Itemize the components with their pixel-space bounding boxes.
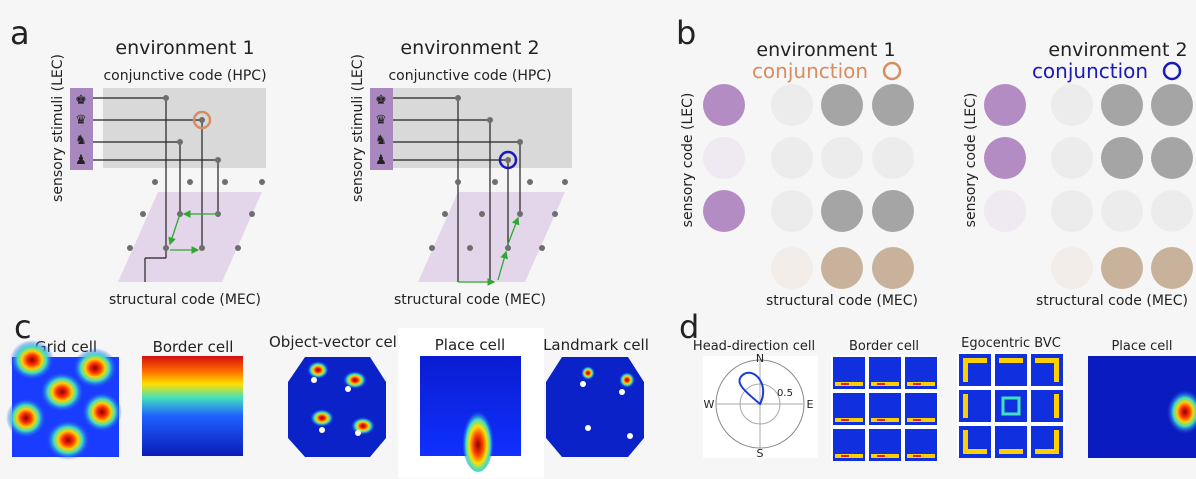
env1-conjunction-marker [192,110,212,130]
b-env1-title: environment 1 [756,39,895,61]
env2-hpc-label: conjunctive code (HPC) [388,68,551,84]
b-env1-conj-circle [882,61,902,81]
pawn-icon: ♟ [375,153,387,168]
rate-map-tile [869,357,901,389]
panel-b-env1: environment 1 conjunction sensory code (… [680,39,918,309]
compass-s: S [757,447,764,460]
landmark-cell-label: Landmark cell [543,336,649,354]
env1-hpc-label: conjunctive code (HPC) [103,68,266,84]
panel-a-env2: environment 2 conjunctive code (HPC) ♚ ♛… [350,37,572,308]
env2-mec-plane [418,192,565,282]
panel-label-d: d [679,308,699,346]
panel-label-a: a [10,14,30,52]
grid-cell-map: Grid cell [6,338,122,460]
env2-sensory-bar [370,88,393,170]
rate-map-tile [995,426,1027,458]
d-place-cell-map: Place cell [1088,339,1196,458]
env2-title: environment 2 [400,37,539,59]
rate-map-tile [995,354,1027,386]
b-env2-title: environment 2 [1048,39,1187,61]
border-cell-map: Border cell [142,338,243,456]
b-env2-lec-label: sensory code (LEC) [963,93,979,228]
env1-hpc-box [103,88,266,168]
panel-label-b: b [676,14,696,52]
compass-e: E [807,398,814,411]
pawn-icon: ♟ [75,153,87,168]
env2-hpc-box [392,88,572,168]
b-env2-conj-circle [1162,61,1182,81]
rate-map-tile [833,357,865,389]
rate-map-tile [1031,354,1063,386]
egocentric-bvc-grid: Egocentric BVC [957,336,1065,458]
compass-w: W [704,398,715,411]
knight-icon: ♞ [75,133,87,148]
king-icon: ♚ [375,93,387,108]
compass-ring-label: 0.5 [777,388,793,399]
env1-title: environment 1 [115,37,254,59]
king-icon: ♚ [75,93,87,108]
knight-icon: ♞ [375,133,387,148]
queen-icon: ♛ [75,113,87,128]
rate-map-tile [905,429,937,461]
env2-mec-label: structural code (MEC) [394,292,546,308]
b-env1-mec-label: structural code (MEC) [766,293,918,309]
object-vector-cell-map: Object-vector cell [269,333,401,457]
rate-map-tile [995,390,1027,422]
rate-map-tile [833,429,865,461]
env1-mec-plane [118,192,262,282]
b-env2-conj-label: conjunction [1032,59,1148,83]
head-direction-label: Head-direction cell [693,339,815,354]
rate-map-tile [1031,390,1063,422]
egocentric-bvc-label: Egocentric BVC [961,336,1061,351]
env1-mec-label: structural code (MEC) [109,292,261,308]
d-border-cell-label: Border cell [849,339,919,354]
rate-map-tile [1031,426,1063,458]
border-cell-label: Border cell [153,338,234,356]
rate-map-tile [905,357,937,389]
place-cell-label: Place cell [435,336,505,354]
b-env1-conj-label: conjunction [752,59,868,83]
rate-map-tile [869,393,901,425]
object-vector-cell-label: Object-vector cell [269,333,401,351]
rate-map-tile [959,426,991,458]
rate-map-tile [959,390,991,422]
head-direction-cell-plot: Head-direction cell N S E W 0.5 [693,339,818,460]
b-env1-lec-label: sensory code (LEC) [680,93,696,228]
env2-lec-label: sensory stimuli (LEC) [350,54,366,202]
rate-map-tile [833,393,865,425]
panel-label-c: c [14,308,32,346]
env1-sensory-bar [70,88,93,170]
d-border-cell-grid: Border cell [831,339,939,461]
landmark-cell-map: Landmark cell [543,336,649,457]
env2-conjunction-marker [498,150,518,170]
rate-map-tile [905,393,937,425]
env1-lec-label: sensory stimuli (LEC) [50,54,66,202]
rate-map-tile [959,354,991,386]
panel-a-env1: environment 1 conjunctive code (HPC) ♚ ♛… [50,37,267,308]
panel-b-env2: environment 2 conjunction sensory code (… [963,39,1193,309]
compass-n: N [756,352,764,365]
queen-icon: ♛ [375,113,387,128]
place-cell-map: Place cell [398,328,544,478]
b-env2-mec-label: structural code (MEC) [1036,293,1188,309]
d-place-cell-label: Place cell [1111,339,1172,354]
rate-map-tile [869,429,901,461]
